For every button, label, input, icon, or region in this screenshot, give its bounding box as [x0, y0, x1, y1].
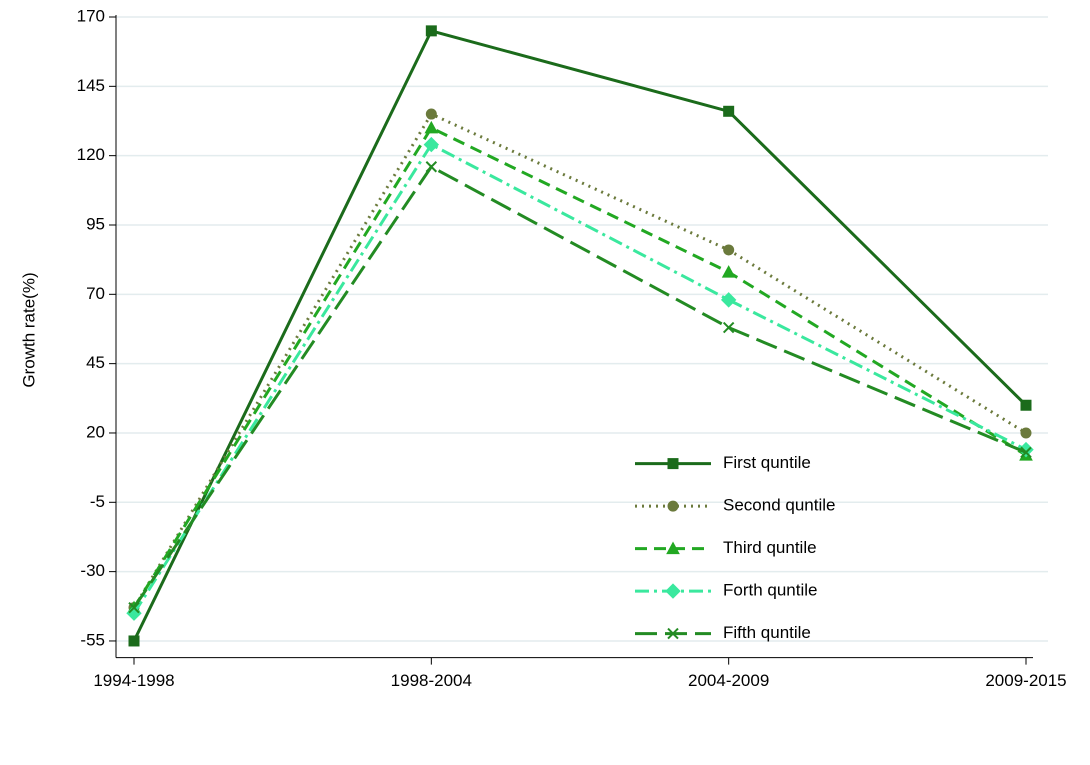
- series: [128, 25, 1032, 647]
- y-tick-label: 45: [86, 353, 105, 372]
- marker: [423, 136, 440, 153]
- marker: [722, 321, 735, 334]
- line: [132, 164, 1027, 609]
- marker: [667, 458, 679, 470]
- line: [132, 112, 1027, 609]
- marker: [126, 605, 142, 621]
- y-tick-label: 70: [86, 284, 105, 303]
- marker: [723, 105, 735, 117]
- legend-label: Third quntile: [723, 538, 817, 557]
- marker: [666, 541, 680, 555]
- marker: [721, 265, 736, 278]
- marker: [1020, 399, 1032, 411]
- marker: [667, 627, 679, 640]
- marker: [425, 161, 438, 173]
- marker: [1020, 427, 1032, 439]
- legend-item: Second quntile: [635, 496, 835, 515]
- legend-label: Second quntile: [723, 496, 835, 515]
- series: [128, 161, 1032, 614]
- y-tick-label: -5: [90, 492, 105, 511]
- legend-item: Forth quntile: [635, 581, 818, 600]
- y-tick-label: 120: [77, 145, 105, 164]
- x-tick-label: 1998-2004: [391, 671, 472, 690]
- x-tick-label: 1994-1998: [93, 671, 174, 690]
- marker: [723, 244, 735, 256]
- legend-item: First quntile: [635, 453, 811, 472]
- marker: [425, 25, 437, 37]
- x-tick-label: 2009-2015: [985, 671, 1066, 690]
- marker: [424, 120, 439, 134]
- y-tick-label: -55: [80, 630, 105, 649]
- y-tick-label: 95: [86, 214, 105, 233]
- marker: [665, 583, 681, 599]
- y-tick-label: 20: [86, 422, 105, 441]
- series: [126, 136, 1034, 621]
- marker: [667, 500, 679, 512]
- line: [132, 29, 1028, 642]
- line: [132, 125, 1027, 609]
- line: [132, 142, 1027, 615]
- x-tick-label: 2004-2009: [688, 671, 769, 690]
- y-axis-label: Growth rate(%): [19, 272, 38, 387]
- legend-label: Fifth quntile: [723, 623, 811, 642]
- marker: [425, 108, 437, 120]
- legend-item: Fifth quntile: [635, 623, 811, 642]
- y-tick-label: 170: [77, 6, 105, 25]
- legend-label: First quntile: [723, 453, 811, 472]
- y-tick-label: -30: [80, 561, 105, 580]
- marker: [128, 635, 140, 647]
- y-tick-label: 145: [77, 76, 105, 95]
- marker: [720, 292, 737, 308]
- marker: [128, 601, 140, 614]
- marker: [1020, 446, 1032, 459]
- legend-label: Forth quntile: [723, 581, 818, 600]
- legend-item: Third quntile: [635, 538, 817, 557]
